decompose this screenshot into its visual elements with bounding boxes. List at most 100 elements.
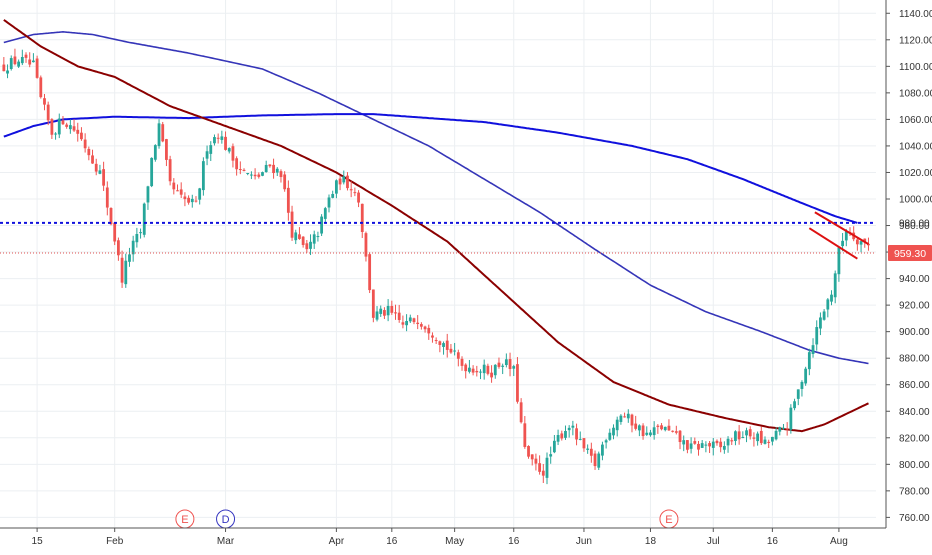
candle-body[interactable] <box>6 70 9 74</box>
candle-body[interactable] <box>128 254 131 262</box>
candle-body[interactable] <box>501 365 505 367</box>
candle-body[interactable] <box>634 423 638 429</box>
candle-body[interactable] <box>604 440 608 443</box>
candle-body[interactable] <box>671 430 675 432</box>
candle-body[interactable] <box>512 366 516 369</box>
candle-body[interactable] <box>516 364 519 402</box>
candle-body[interactable] <box>224 136 227 150</box>
candle-body[interactable] <box>102 169 106 186</box>
candle-body[interactable] <box>693 441 697 444</box>
candle-body[interactable] <box>482 364 486 374</box>
candle-body[interactable] <box>165 139 168 160</box>
candle-body[interactable] <box>782 427 785 429</box>
candle-body[interactable] <box>745 430 748 436</box>
candle-body[interactable] <box>759 430 763 444</box>
candle-body[interactable] <box>811 345 815 355</box>
candle-body[interactable] <box>630 414 634 426</box>
candle-body[interactable] <box>349 189 353 191</box>
candle-body[interactable] <box>778 427 782 432</box>
candle-body[interactable] <box>227 148 231 152</box>
candle-body[interactable] <box>427 327 431 334</box>
candle-body[interactable] <box>120 257 124 283</box>
candle-body[interactable] <box>686 440 689 450</box>
candle-body[interactable] <box>741 437 745 439</box>
candle-body[interactable] <box>401 322 405 325</box>
candle-body[interactable] <box>545 457 549 478</box>
candle-body[interactable] <box>844 231 848 241</box>
candle-body[interactable] <box>135 234 139 243</box>
candle-body[interactable] <box>150 157 154 187</box>
candle-body[interactable] <box>575 428 578 440</box>
candle-body[interactable] <box>338 178 342 185</box>
candle-body[interactable] <box>327 197 331 208</box>
candle-body[interactable] <box>711 441 715 448</box>
candle-body[interactable] <box>109 208 113 225</box>
candle-body[interactable] <box>830 294 833 302</box>
candle-body[interactable] <box>320 216 324 234</box>
candle-body[interactable] <box>153 145 157 160</box>
candle-body[interactable] <box>179 189 183 195</box>
channel-line[interactable] <box>814 211 869 245</box>
candle-body[interactable] <box>527 446 530 457</box>
candle-body[interactable] <box>390 305 394 313</box>
event-marker[interactable]: E <box>175 509 195 529</box>
candle-body[interactable] <box>190 198 194 203</box>
candle-body[interactable] <box>597 453 601 468</box>
candle-body[interactable] <box>91 155 94 164</box>
candle-body[interactable] <box>556 435 560 442</box>
candle-body[interactable] <box>460 358 464 366</box>
candle-body[interactable] <box>456 352 460 359</box>
candle-body[interactable] <box>113 222 117 242</box>
candle-body[interactable] <box>279 171 283 178</box>
candle-body[interactable] <box>471 368 475 373</box>
candle-body[interactable] <box>552 440 556 453</box>
candle-body[interactable] <box>626 413 630 419</box>
candle-body[interactable] <box>841 240 844 247</box>
candle-body[interactable] <box>272 164 275 174</box>
candle-body[interactable] <box>619 415 623 422</box>
candle-body[interactable] <box>386 305 390 316</box>
candle-body[interactable] <box>194 200 198 202</box>
candle-body[interactable] <box>608 432 612 440</box>
candle-body[interactable] <box>242 169 246 171</box>
candle-body[interactable] <box>708 443 711 447</box>
candle-body[interactable] <box>39 77 43 98</box>
candle-body[interactable] <box>61 120 65 125</box>
candle-body[interactable] <box>323 208 327 219</box>
candle-body[interactable] <box>334 180 338 194</box>
candle-body[interactable] <box>567 427 571 431</box>
candle-body[interactable] <box>833 273 837 298</box>
candle-body[interactable] <box>283 174 287 190</box>
candle-body[interactable] <box>700 443 704 448</box>
candle-body[interactable] <box>564 430 567 438</box>
candle-body[interactable] <box>549 454 553 457</box>
candle-body[interactable] <box>375 311 379 320</box>
candle-body[interactable] <box>767 441 771 443</box>
candle-body[interactable] <box>364 233 368 257</box>
candle-body[interactable] <box>116 240 120 256</box>
candle-body[interactable] <box>250 174 253 176</box>
candle-body[interactable] <box>220 136 224 140</box>
candle-body[interactable] <box>2 64 6 72</box>
candle-body[interactable] <box>20 57 24 64</box>
candle-body[interactable] <box>268 164 272 167</box>
candle-body[interactable] <box>785 428 789 430</box>
candle-body[interactable] <box>586 448 590 450</box>
candle-body[interactable] <box>641 425 645 437</box>
candle-body[interactable] <box>346 175 349 189</box>
candle-body[interactable] <box>541 470 545 476</box>
candle-body[interactable] <box>157 123 161 147</box>
candle-body[interactable] <box>504 359 508 366</box>
candle-body[interactable] <box>397 312 401 320</box>
candle-body[interactable] <box>168 159 172 182</box>
candle-body[interactable] <box>50 119 54 135</box>
candle-body[interactable] <box>530 454 534 460</box>
candle-body[interactable] <box>656 425 660 427</box>
candle-body[interactable] <box>83 139 87 149</box>
candle-body[interactable] <box>379 308 383 314</box>
candle-body[interactable] <box>674 431 678 433</box>
candle-body[interactable] <box>660 425 663 430</box>
candle-body[interactable] <box>431 335 434 338</box>
candle-body[interactable] <box>423 326 427 330</box>
candle-body[interactable] <box>201 161 205 191</box>
